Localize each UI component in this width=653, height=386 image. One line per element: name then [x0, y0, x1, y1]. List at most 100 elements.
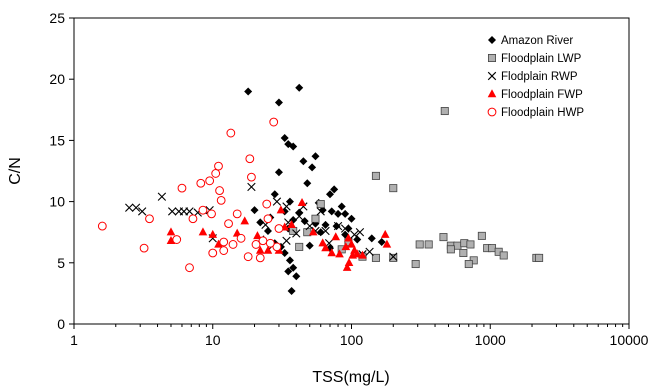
data-point [125, 203, 134, 212]
data-point [285, 197, 294, 206]
data-point [352, 249, 362, 258]
data-point [287, 220, 296, 229]
data-point [243, 252, 253, 262]
data-point [337, 202, 346, 211]
data-point [321, 220, 330, 229]
series-floodplain-hwp [97, 117, 284, 273]
data-point [446, 245, 455, 254]
data-point [262, 199, 272, 209]
data-point [282, 202, 291, 211]
data-point [292, 229, 301, 238]
data-point [424, 240, 433, 249]
data-point [344, 258, 354, 266]
y-axis-title: C/N [7, 157, 24, 185]
data-point [216, 195, 226, 205]
data-point [263, 226, 272, 235]
legend: Amazon River Floodplain LWP Flodplain RWP F… [487, 35, 584, 119]
data-point [205, 176, 215, 186]
data-point [177, 183, 187, 193]
data-point [333, 221, 343, 231]
data-point [172, 235, 182, 244]
axis-ticks: 1 10 100 1000 10000 0 5 10 15 20 25 [49, 10, 648, 348]
series-floodplain-lwp [289, 107, 544, 269]
data-point [439, 233, 448, 242]
data-point [185, 207, 194, 216]
y-tick-label: 20 [49, 71, 65, 87]
y-tick-label: 15 [49, 132, 65, 148]
data-point [166, 227, 176, 236]
data-point [272, 197, 282, 206]
x-tick-label: 1000 [475, 332, 506, 348]
data-point [350, 230, 359, 239]
data-point [188, 214, 198, 224]
data-point [207, 209, 216, 219]
y-tick-label: 0 [57, 316, 65, 332]
data-point [236, 233, 246, 243]
data-point [341, 242, 351, 251]
x-tick-label: 1 [70, 332, 78, 348]
data-point [499, 251, 508, 260]
data-point [208, 248, 218, 258]
data-point [299, 157, 308, 166]
data-point [224, 219, 233, 229]
data-point [280, 249, 289, 258]
data-point [415, 240, 424, 249]
data-point [308, 163, 317, 172]
data-point [305, 241, 314, 250]
x-tick-label: 10000 [610, 332, 649, 348]
data-point [255, 253, 265, 263]
data-point [341, 209, 350, 218]
data-point [318, 238, 327, 247]
data-point [321, 226, 330, 236]
data-point [311, 214, 320, 223]
data-point [295, 242, 304, 251]
legend-marker [488, 36, 496, 44]
data-point [263, 214, 273, 224]
data-point [232, 209, 242, 219]
data-point [316, 207, 325, 216]
data-point [274, 98, 283, 107]
data-point [185, 263, 194, 273]
plot-area [73, 17, 630, 325]
data-point [440, 107, 449, 116]
data-point [157, 192, 167, 201]
data-point [347, 239, 356, 248]
data-point [305, 221, 314, 231]
x-axis-title: TSS(mg/L) [312, 369, 389, 386]
data-point [466, 240, 475, 249]
data-point [255, 245, 265, 254]
data-point [367, 234, 376, 243]
data-point [258, 236, 268, 246]
data-point [308, 227, 318, 236]
data-point [240, 216, 250, 225]
data-point [282, 236, 291, 245]
data-point [327, 207, 336, 216]
data-point [292, 272, 301, 281]
data-point [215, 186, 224, 195]
data-point [131, 203, 141, 212]
y-tick-label: 5 [57, 255, 65, 271]
data-point [250, 206, 259, 215]
data-point [276, 205, 286, 214]
data-point [198, 227, 208, 236]
data-point [214, 239, 223, 248]
y-tick-label: 10 [49, 194, 65, 210]
data-point [344, 233, 353, 242]
data-point [365, 247, 374, 256]
data-point [330, 185, 339, 194]
data-point [253, 231, 262, 240]
data-point [295, 83, 304, 92]
data-point [297, 198, 307, 207]
legend-label: Amazon River [501, 35, 573, 47]
data-point [340, 224, 350, 233]
legend-marker [487, 54, 496, 63]
data-point [219, 246, 229, 255]
data-point [332, 222, 341, 231]
data-point [287, 286, 296, 295]
data-point [289, 142, 298, 151]
legend-marker [487, 107, 497, 117]
data-point [219, 237, 229, 247]
legend-marker [487, 71, 497, 81]
data-point [256, 218, 265, 227]
